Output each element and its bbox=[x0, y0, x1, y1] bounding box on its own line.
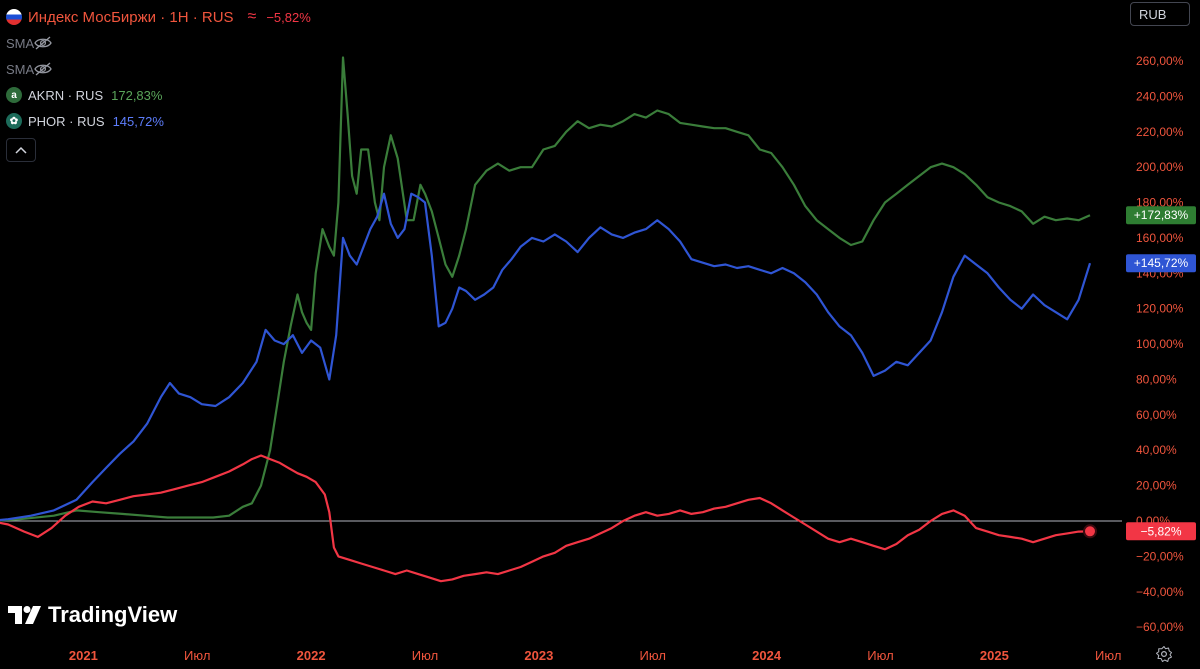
x-tick-label: 2024 bbox=[752, 648, 782, 663]
eye-crossed-icon[interactable] bbox=[34, 62, 52, 76]
russia-flag-icon bbox=[6, 9, 22, 25]
currency-button[interactable]: RUB bbox=[1130, 2, 1190, 26]
y-tick-label: 180,00% bbox=[1136, 196, 1184, 210]
price-badge bbox=[1126, 206, 1196, 225]
y-tick-label: 120,00% bbox=[1136, 302, 1184, 316]
y-tick-label: 80,00% bbox=[1136, 372, 1177, 386]
x-tick-label: Июл bbox=[184, 648, 210, 663]
y-tick-label: 40,00% bbox=[1136, 443, 1177, 457]
main-symbol-row[interactable]: Индекс МосБиржи · 1H · RUS ≈ −5,82% bbox=[6, 4, 311, 30]
y-tick-label: −20,00% bbox=[1136, 549, 1184, 563]
x-tick-label: 2023 bbox=[524, 648, 553, 663]
x-axis: 2021 Июл 2022 Июл 2023 Июл 2024 Июл 2025 Июл bbox=[69, 648, 1122, 663]
phor-symbol-value: 145,72% bbox=[112, 113, 164, 129]
x-tick-label: 2021 bbox=[69, 648, 98, 663]
x-tick-label: 2022 bbox=[297, 648, 326, 663]
x-tick-label: Июл bbox=[1095, 648, 1121, 663]
chart-series bbox=[0, 56, 1097, 583]
y-axis: 260,00% 240,00% 220,00% 200,00% 180,00% 160,0… bbox=[1136, 54, 1184, 634]
collapse-legend-button[interactable] bbox=[6, 138, 36, 162]
y-tick-label: 20,00% bbox=[1136, 479, 1177, 493]
compare-symbol-akrn[interactable]: a AKRN · RUS 172,83% bbox=[6, 82, 311, 108]
series-line-2 bbox=[0, 454, 1091, 583]
y-tick-label: 60,00% bbox=[1136, 408, 1177, 422]
eye-crossed-icon[interactable] bbox=[34, 36, 52, 50]
y-tick-label: −60,00% bbox=[1136, 620, 1184, 634]
y-tick-label: 200,00% bbox=[1136, 160, 1184, 174]
main-symbol-change: −5,82% bbox=[266, 9, 311, 25]
x-tick-label: Июл bbox=[412, 648, 438, 663]
x-tick-label: Июл bbox=[867, 648, 893, 663]
tradingview-logo-icon bbox=[8, 606, 41, 624]
sma-indicator-row-2[interactable]: SMA bbox=[6, 56, 311, 82]
y-tick-label: 240,00% bbox=[1136, 89, 1184, 103]
akrn-symbol-value: 172,83% bbox=[111, 87, 163, 103]
phor-symbol-name[interactable]: PHOR · RUS bbox=[28, 113, 105, 129]
main-symbol-title[interactable]: Индекс МосБиржи · 1H · RUS bbox=[28, 8, 234, 26]
y-tick-label: 260,00% bbox=[1136, 54, 1184, 68]
price-badge-label: +145,72% bbox=[1134, 256, 1189, 270]
x-tick-label: 2025 bbox=[980, 648, 1009, 663]
price-badge-label: −5,82% bbox=[1140, 524, 1181, 538]
price-badges: +172,83% +145,72% −5,82% bbox=[1126, 206, 1196, 541]
chevron-up-icon bbox=[15, 146, 27, 154]
chart-legend: Индекс МосБиржи · 1H · RUS ≈ −5,82% SMA … bbox=[6, 4, 311, 162]
akrn-symbol-name[interactable]: AKRN · RUS bbox=[28, 87, 104, 103]
tradingview-logo: TradingView bbox=[8, 602, 177, 628]
sma-label: SMA bbox=[6, 35, 35, 51]
tradingview-wordmark: TradingView bbox=[48, 602, 178, 627]
series-line-1 bbox=[0, 192, 1092, 522]
compare-symbol-phor[interactable]: ✿ PHOR · RUS 145,72% bbox=[6, 108, 311, 134]
phor-logo-icon: ✿ bbox=[6, 113, 22, 129]
series-end-dot bbox=[1083, 524, 1097, 539]
sma-label: SMA bbox=[6, 61, 35, 77]
gear-icon[interactable] bbox=[1155, 645, 1173, 663]
price-badge bbox=[1126, 254, 1196, 273]
y-tick-label: −40,00% bbox=[1136, 585, 1184, 599]
x-tick-label: Июл bbox=[640, 648, 666, 663]
approx-icon: ≈ bbox=[247, 8, 257, 25]
sma-indicator-row-1[interactable]: SMA bbox=[6, 30, 311, 56]
akrn-logo-icon: a bbox=[6, 87, 22, 103]
y-tick-label: 160,00% bbox=[1136, 231, 1184, 245]
series-line-0 bbox=[0, 56, 1091, 522]
y-tick-label: 100,00% bbox=[1136, 337, 1184, 351]
y-tick-label: 220,00% bbox=[1136, 125, 1184, 139]
price-badge-label: +172,83% bbox=[1134, 208, 1189, 222]
price-badge bbox=[1126, 522, 1196, 541]
